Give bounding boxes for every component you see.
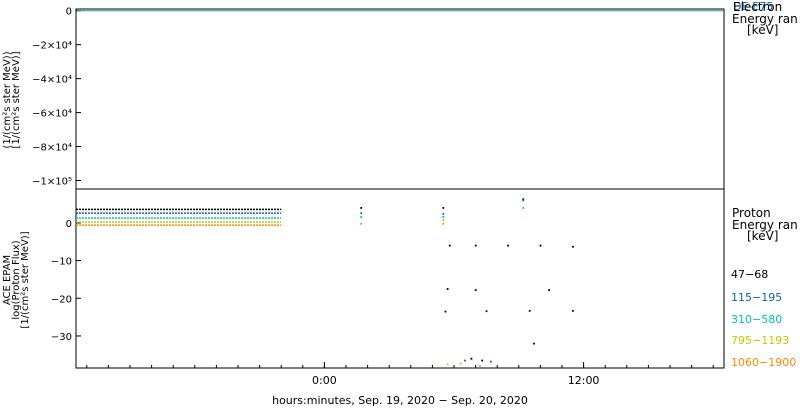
electron-y-tick-label: −1×10⁵ bbox=[32, 177, 72, 188]
electron-legend-title: Electron bbox=[733, 0, 782, 14]
proton-data-point bbox=[489, 360, 492, 363]
proton-data-point bbox=[522, 198, 525, 201]
proton-data-point bbox=[444, 310, 447, 313]
proton-data-point bbox=[442, 213, 445, 215]
proton-legend-title: Proton bbox=[732, 206, 771, 220]
proton-data-point bbox=[548, 289, 551, 291]
proton-y-tick-label: −20 bbox=[51, 294, 72, 305]
proton-data-point bbox=[507, 244, 509, 247]
proton-x-tick-label: 0:00 bbox=[312, 374, 337, 387]
proton-data-point bbox=[446, 363, 449, 366]
proton-legend-entry: 1060−1900 bbox=[731, 356, 796, 369]
proton-x-axis: 0:00 12:00 bbox=[86, 362, 714, 387]
proton-data-point bbox=[446, 288, 449, 290]
proton-panel: 0 −10 −20 −30 0:00 12:00 ACE EPAM log(Proton… bbox=[2, 188, 798, 407]
proton-data-point bbox=[474, 289, 477, 291]
proton-y-label-line-1: ACE EPAM bbox=[2, 255, 13, 305]
proton-data-point bbox=[442, 219, 445, 221]
proton-data-point bbox=[442, 216, 445, 218]
electron-y-tick-label: −2×10⁴ bbox=[32, 41, 72, 52]
electron-y-tick-label: −8×10⁴ bbox=[32, 143, 72, 154]
proton-legend-entry: 310−580 bbox=[731, 313, 782, 326]
proton-data-point bbox=[572, 309, 574, 312]
proton-data-point bbox=[470, 357, 473, 360]
electron-y-tick-label: −4×10⁴ bbox=[32, 75, 72, 86]
proton-y-axis: 0 −10 −20 −30 bbox=[51, 219, 81, 343]
proton-series bbox=[76, 198, 574, 368]
proton-data-point bbox=[360, 207, 363, 209]
proton-legend-entry: 47−68 bbox=[731, 268, 768, 281]
electron-y-label-line-2: [1/(cm²s ster MeV)] bbox=[11, 51, 22, 148]
x-axis-label: hours:minutes, Sep. 19, 2020 − Sep. 20, … bbox=[272, 394, 528, 407]
proton-data-point bbox=[442, 222, 445, 225]
electron-y-label-line-1: (1/(cm²s ster MeV)) bbox=[2, 51, 13, 148]
electron-legend-overlap: DE-E75 bbox=[733, 0, 773, 13]
proton-data-point bbox=[481, 359, 484, 362]
proton-x-tick-label: 12:00 bbox=[568, 374, 600, 387]
proton-data-point bbox=[360, 222, 363, 225]
proton-legend-energy: Energy ran bbox=[732, 218, 798, 232]
electron-y-axis: 0 −2×10⁴ −4×10⁴ −6×10⁴ −8×10⁴ −1×10⁵ bbox=[32, 7, 81, 188]
proton-data-point bbox=[479, 365, 481, 368]
proton-y-label-line-2: log(Proton Flux) bbox=[11, 240, 22, 319]
proton-data-point bbox=[572, 245, 574, 248]
electron-plot-frame bbox=[75, 8, 725, 190]
electron-y-tick-label: 0 bbox=[66, 7, 72, 18]
proton-y-tick-label: −10 bbox=[51, 257, 72, 268]
electron-legend-unit: [keV] bbox=[747, 23, 778, 37]
proton-data-point bbox=[360, 212, 363, 215]
electron-y-tick-label: −6×10⁴ bbox=[32, 109, 72, 120]
proton-data-point bbox=[522, 199, 525, 202]
proton-data-point bbox=[522, 207, 525, 209]
proton-legend: 47−68 115−195 310−580 795−1193 1060−1900 bbox=[731, 268, 796, 369]
proton-y-label-line-3: [1/(cm²s ster MeV)] bbox=[20, 231, 31, 328]
proton-data-point bbox=[539, 244, 542, 247]
proton-legend-entry: 115−195 bbox=[731, 291, 782, 304]
proton-y-tick-label: 0 bbox=[66, 219, 72, 230]
proton-plot-frame bbox=[75, 188, 725, 369]
electron-panel: 0 −2×10⁴ −4×10⁴ −6×10⁴ −8×10⁴ −1×10⁵ (1/(cm²s… bbox=[2, 0, 798, 190]
proton-data-point bbox=[533, 342, 535, 345]
proton-data-point bbox=[459, 362, 462, 365]
proton-data-point bbox=[464, 359, 466, 362]
proton-legend-entry: 795−1193 bbox=[731, 334, 789, 347]
electron-legend-energy: Energy ran bbox=[732, 12, 798, 26]
proton-data-point bbox=[474, 244, 477, 247]
proton-data-point bbox=[448, 244, 451, 247]
proton-data-point bbox=[485, 310, 488, 313]
proton-y-tick-label: −30 bbox=[51, 332, 72, 343]
proton-data-point bbox=[528, 309, 531, 312]
proton-legend-unit: [keV] bbox=[747, 229, 778, 243]
proton-data-point bbox=[442, 207, 445, 209]
proton-data-point bbox=[360, 216, 363, 218]
